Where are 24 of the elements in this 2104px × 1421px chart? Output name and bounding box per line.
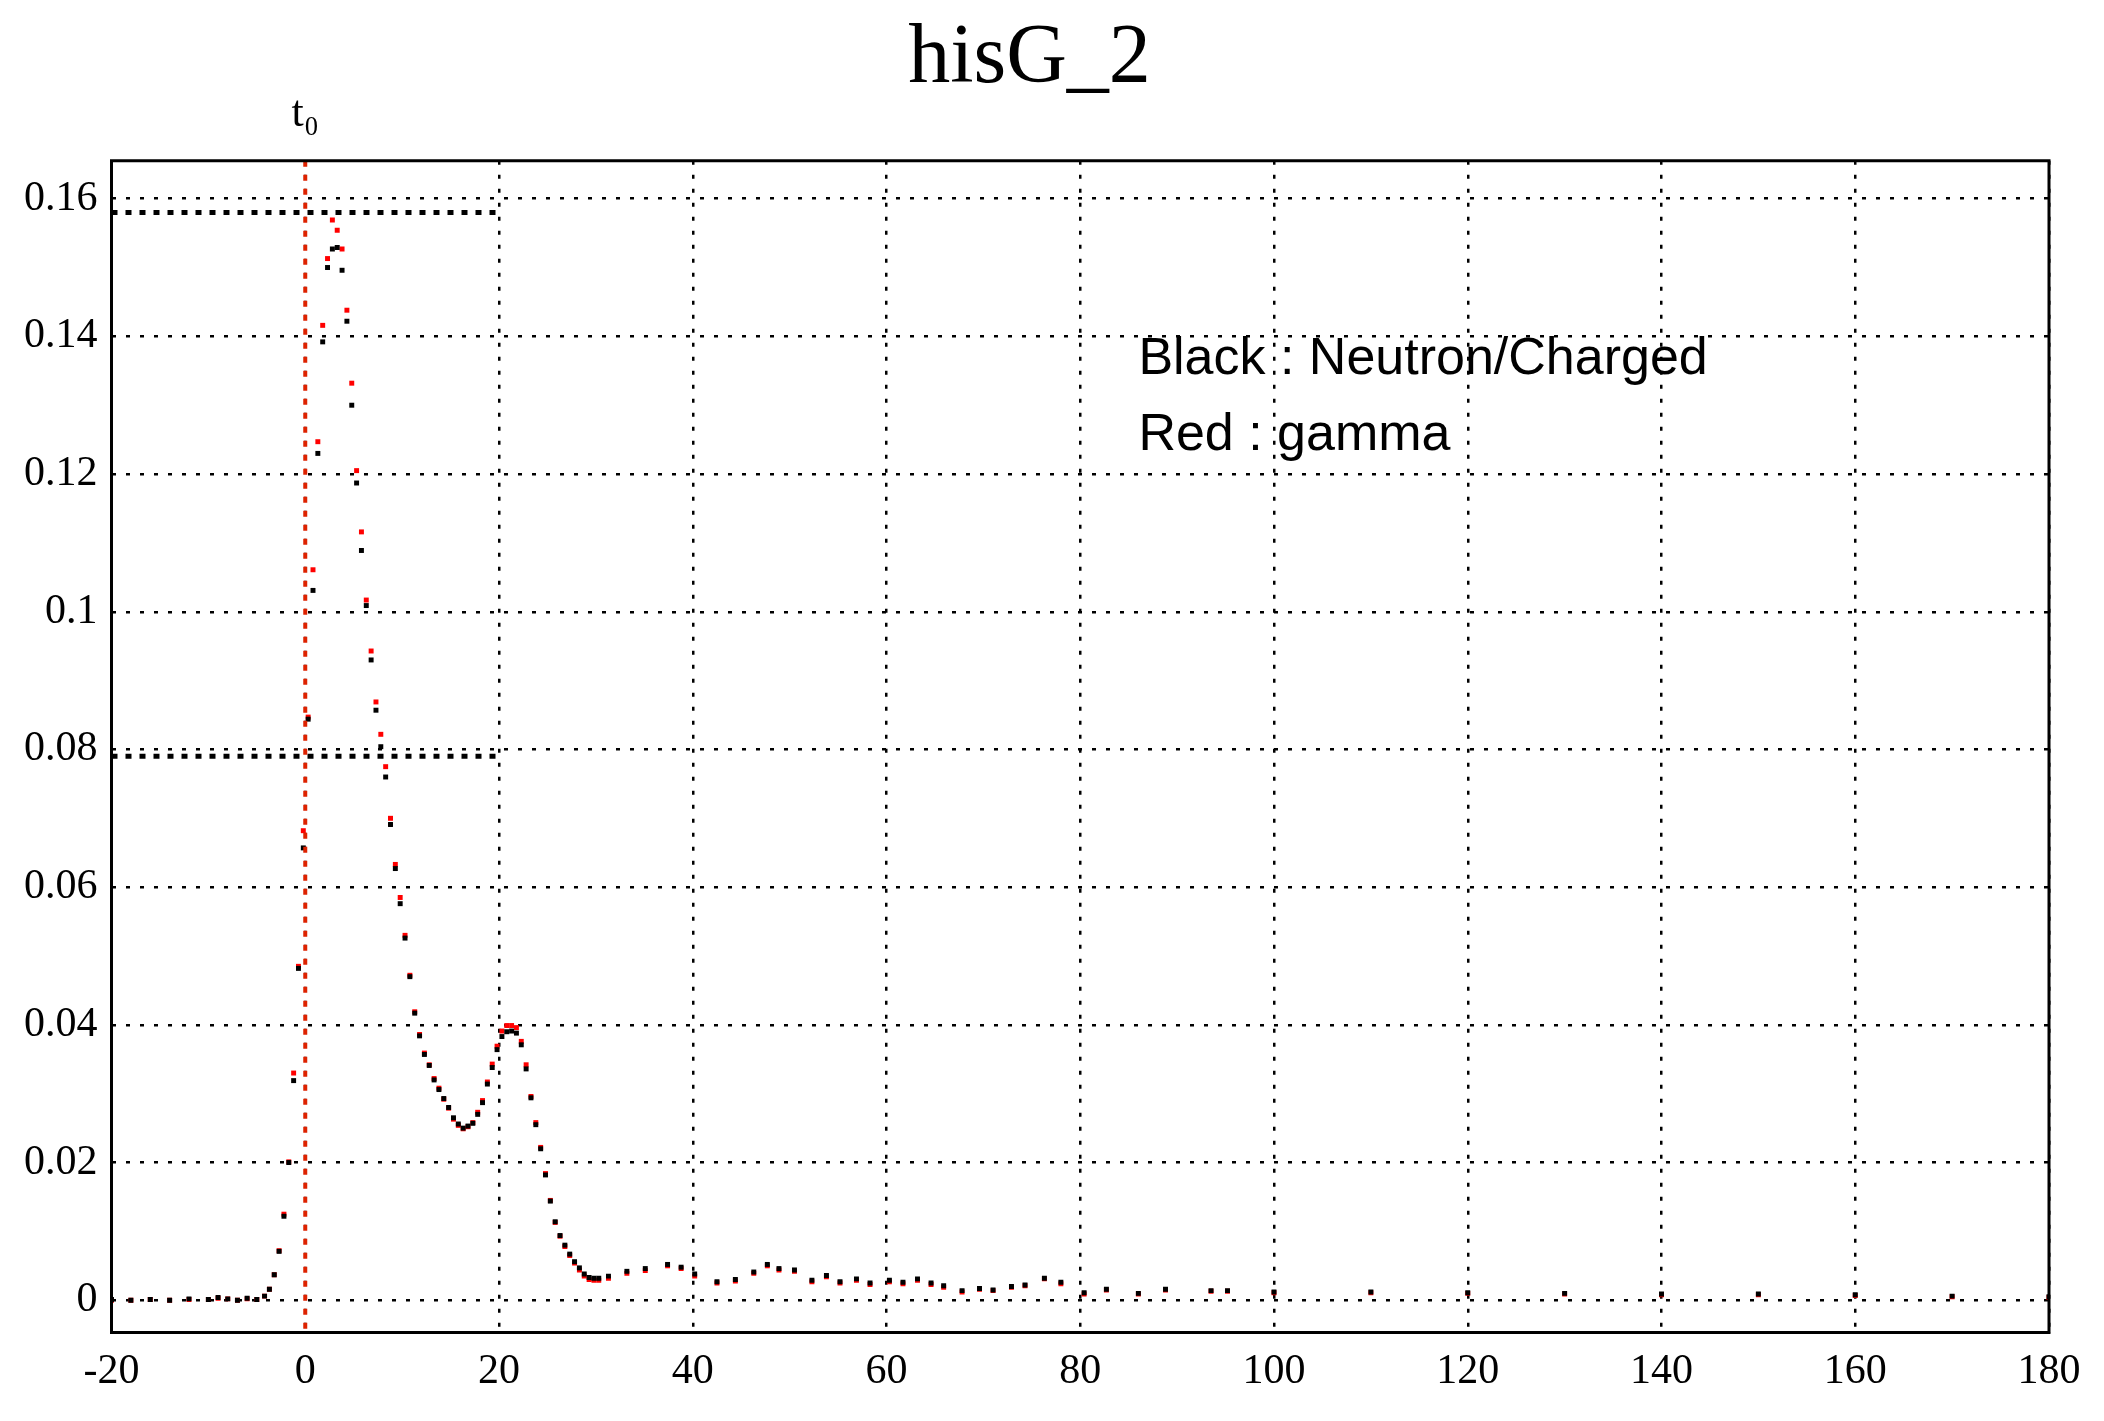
x-tick-label: 160 [1823, 1345, 1887, 1392]
x-tick-label: 40 [671, 1345, 714, 1392]
y-tick-label: 0.14 [24, 310, 98, 357]
x-tick-label: 20 [478, 1345, 520, 1392]
x-tick-label: 80 [1059, 1345, 1102, 1392]
x-tick-label: 120 [1436, 1345, 1500, 1392]
y-tick-label: 0.04 [24, 998, 98, 1045]
x-tick-label: 180 [2017, 1345, 2081, 1392]
ref-line-label: t₀ [291, 87, 320, 137]
y-tick-label: 0 [76, 1274, 98, 1321]
y-tick-label: 0.08 [24, 723, 98, 770]
annotation: Red : gamma [1138, 403, 1451, 462]
y-tick-label: 0.1 [45, 585, 98, 632]
y-tick-label: 0.16 [24, 172, 98, 219]
y-tick-label: 0.12 [24, 448, 98, 495]
x-tick-label: 100 [1242, 1345, 1306, 1392]
y-tick-label: 0.06 [24, 861, 98, 908]
chart-title: hisG_2 [908, 7, 1151, 101]
annotation: Black : Neutron/Charged [1138, 327, 1708, 386]
y-tick-label: 0.02 [24, 1136, 98, 1183]
x-tick-label: 60 [865, 1345, 908, 1392]
x-tick-label: 0 [294, 1345, 316, 1392]
x-tick-label: 140 [1630, 1345, 1693, 1392]
x-tick-label: -20 [83, 1345, 140, 1392]
